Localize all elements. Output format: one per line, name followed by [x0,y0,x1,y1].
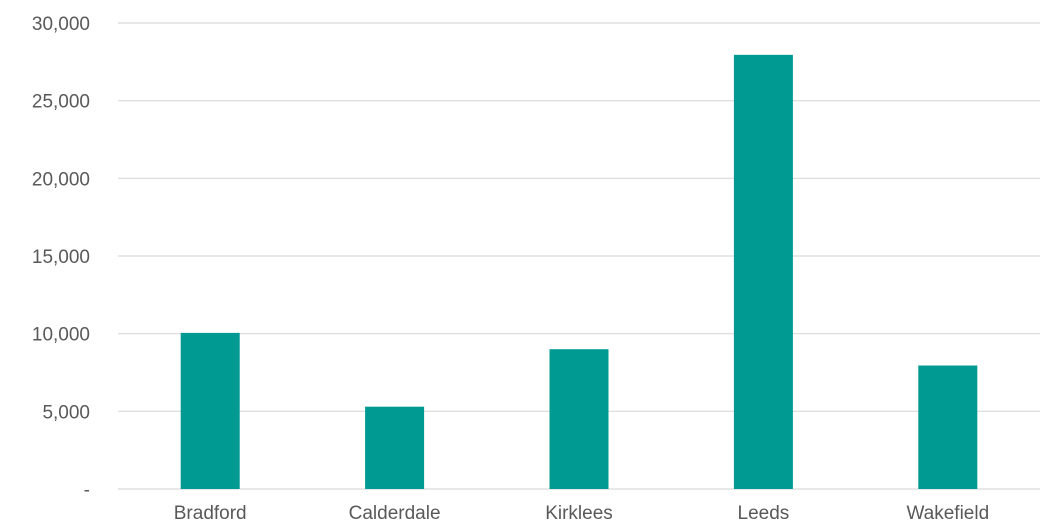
x-category-label: Calderdale [349,503,441,524]
bar-wakefield [918,365,978,489]
y-tick-label: 30,000 [32,14,90,35]
y-tick-label: 25,000 [32,92,90,113]
y-tick-label: 10,000 [32,325,90,346]
gridlines [118,22,1040,490]
x-category-label: Kirklees [545,503,613,524]
bars [180,54,978,490]
y-tick-label: 5,000 [42,402,90,423]
x-category-label: Leeds [738,503,790,524]
x-category-label: Wakefield [906,503,989,524]
bar-kirklees [549,349,609,489]
y-axis-tick-labels: - 5,000 10,000 15,000 20,000 25,000 30,000 [32,14,90,501]
y-tick-label: 20,000 [32,169,90,190]
x-axis-category-labels: Bradford Calderdale Kirklees Leeds Wakefield [174,503,989,524]
bar-leeds [733,54,793,490]
bar-bradford [180,332,240,489]
y-tick-label: - [84,480,90,501]
y-tick-label: 15,000 [32,247,90,268]
x-category-label: Bradford [174,503,247,524]
bar-calderdale [365,406,425,489]
